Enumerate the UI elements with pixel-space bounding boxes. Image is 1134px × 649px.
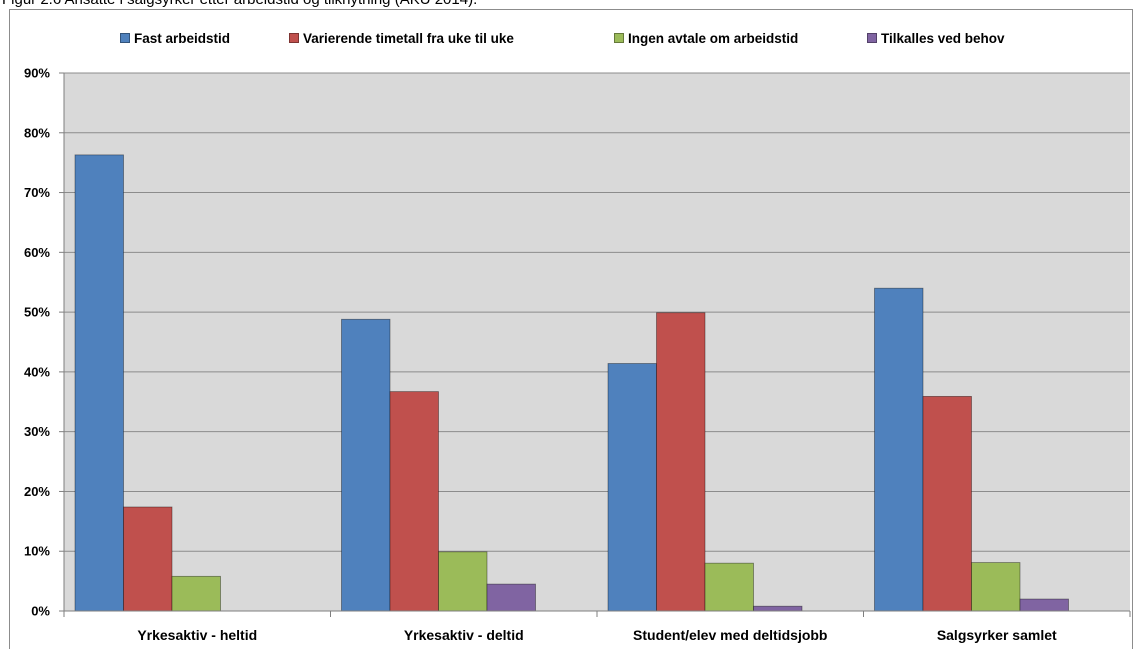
x-tick-label: Yrkesaktiv - heltid [137,627,257,643]
y-tick-label: 10% [24,544,50,559]
legend-item-fast: Fast arbeidstid [120,28,230,48]
y-tick-label: 50% [24,305,50,320]
y-tick-label: 0% [31,604,50,619]
y-tick-label: 90% [24,66,50,81]
x-tick-label: Student/elev med deltidsjobb [633,627,827,643]
bar [1019,598,1069,612]
y-tick-label: 60% [24,245,50,260]
chart-legend: Fast arbeidstid Varierende timetall fra … [0,28,1134,48]
figure-caption: Figur 2.6 Ansatte i salgsyrker etter arb… [2,0,477,9]
legend-swatch [120,33,130,43]
bar [704,562,754,612]
x-tick-label: Salgsyrker samlet [937,627,1057,643]
x-tick-label: Yrkesaktiv - deltid [404,627,524,643]
y-tick-label: 80% [24,125,50,140]
bar [389,391,439,612]
bar [874,287,924,612]
legend-swatch [289,33,299,43]
legend-label: Fast arbeidstid [134,30,231,46]
legend-label: Tilkalles ved behov [881,30,1005,46]
y-tick-label: 20% [24,484,50,499]
y-tick-label: 30% [24,424,50,439]
legend-label: Varierende timetall fra uke til uke [303,30,514,46]
bar [438,551,488,612]
bar [753,605,803,612]
bar [971,562,1021,612]
legend-item-tilkalles: Tilkalles ved behov [867,28,1005,48]
legend-item-ingen-avtale: Ingen avtale om arbeidstid [614,28,798,48]
y-tick-label: 40% [24,364,50,379]
bar [341,318,391,612]
legend-swatch [867,33,877,43]
bar [486,583,536,612]
bar [123,506,173,612]
bar [922,395,972,612]
legend-item-varierende: Varierende timetall fra uke til uke [289,28,514,48]
y-tick-label: 70% [24,185,50,200]
bar [171,575,221,612]
bar [607,363,657,612]
bar [656,312,706,612]
legend-swatch [614,33,624,43]
bar [74,154,124,612]
legend-label: Ingen avtale om arbeidstid [628,30,799,46]
